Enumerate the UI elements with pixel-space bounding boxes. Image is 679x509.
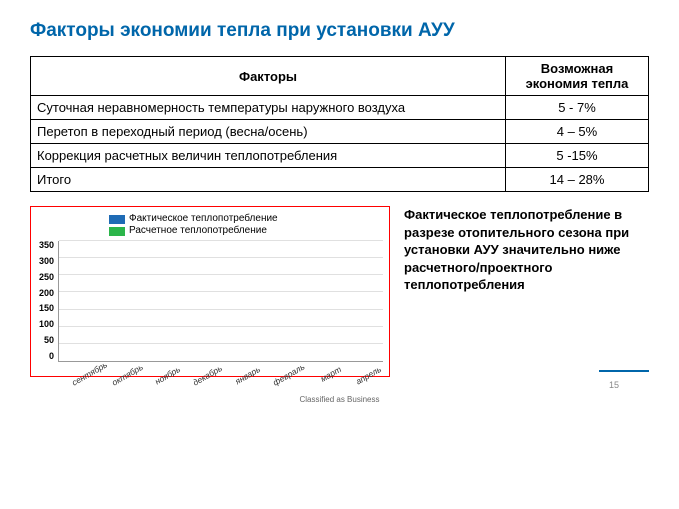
factor-cell: Суточная неравномерность температуры нар… — [31, 96, 506, 120]
x-axis: сентябрьоктябрьноябрьдекабрьянварьфеврал… — [61, 364, 383, 374]
page-title: Факторы экономии тепла при установки АУУ — [30, 20, 649, 42]
x-tick-label: сентябрь — [70, 364, 101, 388]
chart-plot — [58, 241, 383, 362]
table-row: Итого14 – 28% — [31, 168, 649, 192]
y-axis: 350300250200150100500 — [39, 241, 58, 361]
table-row: Коррекция расчетных величин теплопотребл… — [31, 144, 649, 168]
value-cell: 5 - 7% — [506, 96, 649, 120]
x-tick-label: апрель — [352, 364, 383, 388]
page-number: 15 — [609, 380, 619, 390]
value-cell: 5 -15% — [506, 144, 649, 168]
legend-label-fact: Фактическое теплопотребление — [129, 213, 278, 225]
value-cell: 14 – 28% — [506, 168, 649, 192]
legend-label-calc: Расчетное теплопотребление — [129, 225, 267, 237]
factor-cell: Итого — [31, 168, 506, 192]
heat-chart: Фактическое теплопотребление Расчетное т… — [30, 206, 390, 377]
table-header-factor: Факторы — [31, 57, 506, 96]
factor-cell: Перетоп в переходный период (весна/осень… — [31, 120, 506, 144]
table-row: Суточная неравномерность температуры нар… — [31, 96, 649, 120]
x-tick-label: январь — [231, 364, 262, 388]
chart-legend: Фактическое теплопотребление Расчетное т… — [109, 213, 383, 237]
factor-cell: Коррекция расчетных величин теплопотребл… — [31, 144, 506, 168]
table-header-economy: Возможная экономия тепла — [506, 57, 649, 96]
x-tick-label: октябрь — [110, 364, 141, 388]
footer-classification: Classified as Business — [30, 395, 649, 404]
x-tick-label: декабрь — [191, 364, 222, 388]
factors-table: Факторы Возможная экономия тепла Суточна… — [30, 56, 649, 192]
table-row: Перетоп в переходный период (весна/осень… — [31, 120, 649, 144]
brand-accent — [599, 370, 649, 372]
chart-caption: Фактическое теплопотребление в разрезе о… — [404, 206, 649, 377]
x-tick-label: февраль — [271, 364, 302, 388]
x-tick-label: март — [312, 364, 343, 388]
value-cell: 4 – 5% — [506, 120, 649, 144]
x-tick-label: ноябрь — [151, 364, 182, 388]
